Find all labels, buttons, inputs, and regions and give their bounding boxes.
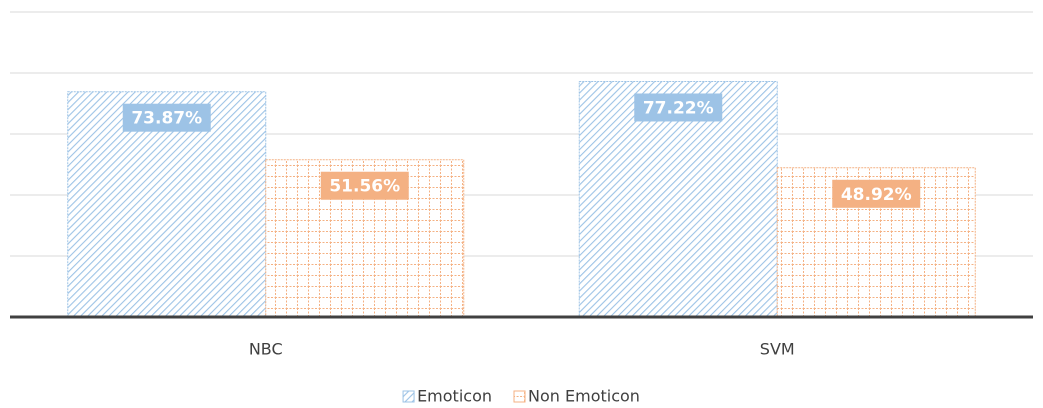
legend-swatch (513, 390, 526, 403)
x-tick-label: NBC (249, 340, 283, 359)
value-label-box (832, 179, 921, 208)
x-tick-label: SVM (760, 340, 795, 359)
value-label: 48.92% (841, 185, 912, 205)
legend-label: Non Emoticon (528, 387, 640, 406)
value-label-box (122, 103, 211, 132)
value-label: 77.22% (643, 98, 714, 118)
value-label-box (320, 171, 409, 200)
value-label-box (634, 93, 723, 122)
value-label: 73.87% (131, 109, 202, 129)
legend-swatch (402, 390, 415, 403)
legend-label: Emoticon (417, 387, 492, 406)
legend: Emoticon Non Emoticon (402, 387, 640, 406)
value-label: 51.56% (329, 177, 400, 197)
